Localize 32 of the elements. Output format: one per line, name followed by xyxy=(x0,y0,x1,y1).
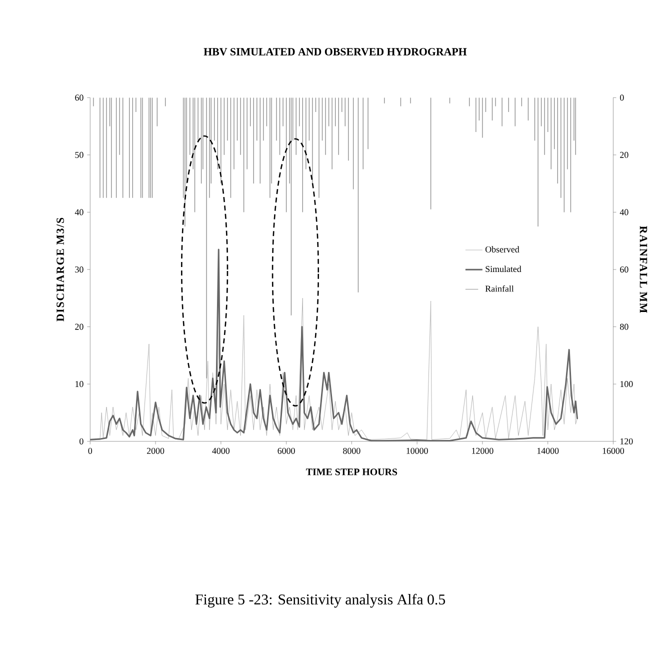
x-tick-label: 12000 xyxy=(472,448,494,454)
legend-label: Observed xyxy=(486,246,520,253)
x-axis-title: TIME STEP HOURS xyxy=(306,468,398,476)
line-series xyxy=(90,298,578,441)
legend-label: Simulated xyxy=(486,266,522,272)
y2-tick-label: 120 xyxy=(620,438,633,445)
y-tick-label: 10 xyxy=(76,381,84,388)
y-tick-label: 20 xyxy=(75,324,84,330)
x-tick-label: 2000 xyxy=(147,448,164,454)
y2-tick-label: 60 xyxy=(620,266,628,273)
y2-tick-label: 20 xyxy=(620,152,628,158)
legend-label: Rainfall xyxy=(485,286,514,292)
x-tick-label: 10000 xyxy=(406,448,428,454)
y-tick-label: 40 xyxy=(74,209,84,216)
x-tick-label: 16000 xyxy=(602,448,624,454)
y-tick-label: 0 xyxy=(80,438,84,445)
y-tick-label: 60 xyxy=(75,94,84,101)
x-tick-label: 8000 xyxy=(343,448,360,454)
x-tick-label: 6000 xyxy=(278,448,295,454)
y-axis-title: DISCHARGE M3/S xyxy=(56,218,64,322)
caption: Figure 5 -23: Sensitivity analysis Alfa 0.5 xyxy=(195,594,446,608)
y-tick-label: 50 xyxy=(75,152,84,158)
x-tick-label: 0 xyxy=(88,448,92,454)
y2-tick-label: 0 xyxy=(620,94,624,101)
y2-axis-title: RAINFALL MM xyxy=(640,226,648,314)
x-tick-label: 14000 xyxy=(537,448,559,454)
chart-title: HBV SIMULATED AND OBSERVED HYDROGRAPH xyxy=(204,48,467,56)
x-tick-label: 4000 xyxy=(212,448,230,454)
y-tick-label: 30 xyxy=(75,266,84,273)
y2-tick-label: 40 xyxy=(620,209,628,216)
y2-tick-label: 80 xyxy=(620,324,628,330)
y2-tick-label: 100 xyxy=(620,381,633,388)
